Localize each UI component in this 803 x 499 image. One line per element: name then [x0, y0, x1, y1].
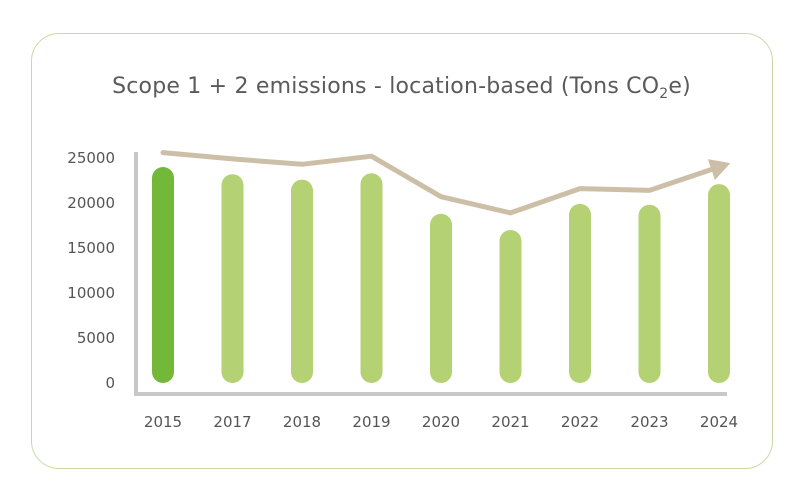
bar [430, 213, 452, 383]
x-tick-label: 2020 [422, 413, 460, 431]
chart-title-subscript: 2 [659, 86, 669, 102]
bar [360, 173, 383, 383]
y-tick-label: 15000 [67, 239, 115, 257]
x-tick-label: 2023 [630, 413, 668, 431]
x-tick-label: 2017 [213, 413, 251, 431]
y-tick-label: 10000 [67, 284, 115, 302]
trend-arrow-head [707, 159, 731, 180]
x-tick-label: 2019 [352, 413, 390, 431]
y-tick-label: 25000 [67, 149, 115, 167]
bar [569, 203, 591, 383]
bar [499, 230, 522, 383]
chart-title-main: Scope 1 + 2 emissions - location-based (… [112, 74, 660, 99]
bar [708, 184, 730, 383]
y-tick-label: 20000 [67, 194, 115, 212]
bar [291, 179, 313, 383]
x-tick-label: 2018 [283, 413, 321, 431]
x-tick-label: 2024 [700, 413, 738, 431]
x-tick-label: 2021 [491, 413, 529, 431]
y-tick-label: 5000 [77, 329, 115, 347]
y-tick-label: 0 [105, 374, 115, 392]
x-tick-label: 2015 [144, 413, 182, 431]
bar [221, 174, 244, 383]
x-tick-label: 2022 [561, 413, 599, 431]
chart-title-suffix: e) [668, 74, 691, 99]
bar [638, 204, 661, 383]
bar [152, 167, 174, 383]
trend-line [160, 150, 716, 216]
chart-title: Scope 1 + 2 emissions - location-based (… [0, 74, 803, 102]
